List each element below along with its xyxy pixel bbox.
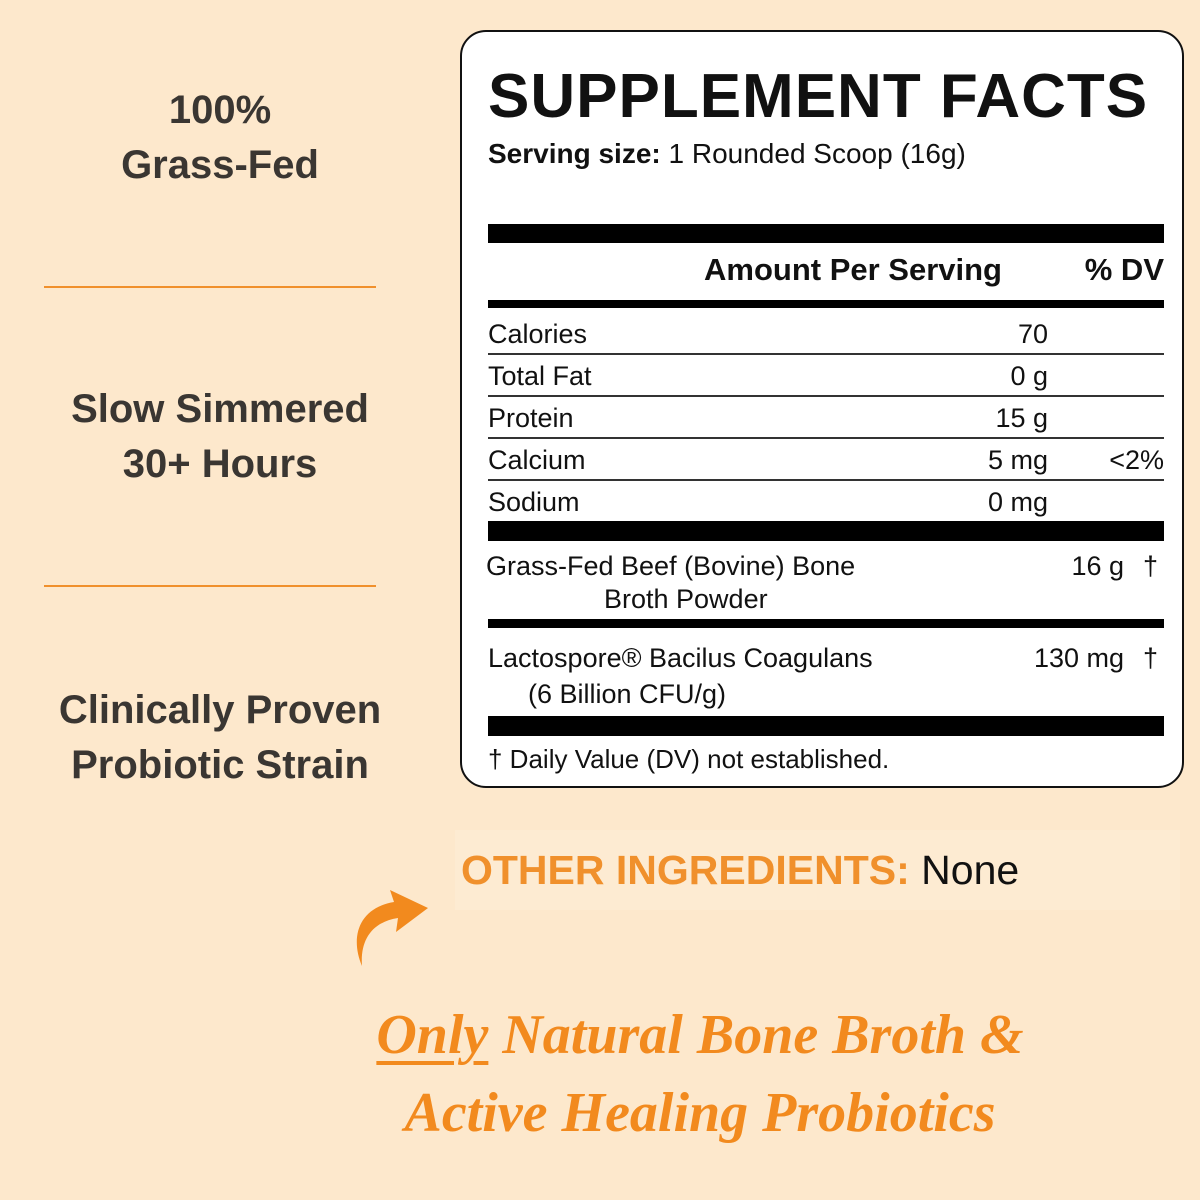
serving-size: Serving size: 1 Rounded Scoop (16g) (488, 138, 966, 170)
nutrient-row: Calories 70 (488, 313, 1164, 355)
thick-rule (488, 224, 1164, 243)
ingredient-name: Lactospore® Bacilus Coagulans (488, 643, 873, 673)
nutrient-dv: <2% (1109, 445, 1164, 475)
ingredient-name-block: Grass-Fed Beef (Bovine) Bone Broth Powde… (486, 550, 936, 616)
supplement-facts-label: SUPPLEMENT FACTS Serving size: 1 Rounded… (460, 30, 1184, 788)
feature-line: Slow Simmered (71, 387, 369, 431)
footnote: † Daily Value (DV) not established. (488, 744, 890, 774)
ingredient-amount: 130 mg (1033, 643, 1124, 673)
feature-line: Probiotic Strain (71, 743, 369, 787)
nutrient-row: Protein 15 g (488, 397, 1164, 439)
other-ingredients-label: OTHER INGREDIENTS: (461, 847, 910, 893)
thick-rule (488, 716, 1164, 736)
ingredient-row: Lactospore® Bacilus Coagulans (6 Billion… (488, 642, 1164, 711)
other-ingredients: OTHER INGREDIENTS: None (455, 830, 1180, 910)
curved-arrow-icon (356, 890, 428, 966)
divider (44, 286, 376, 288)
thick-rule (488, 521, 1164, 541)
nutrient-name: Protein (488, 403, 574, 433)
nutrient-name: Calories (488, 319, 588, 349)
nutrient-amount: 0 mg (987, 487, 1048, 517)
rule (488, 619, 1164, 628)
header-dv: % DV (1084, 252, 1164, 287)
ingredient-dv: † (1142, 643, 1158, 673)
nutrient-amount: 5 mg (987, 445, 1048, 475)
feature-probiotic: Clinically Proven Probiotic Strain (10, 683, 430, 793)
ingredient-dv: † (1142, 551, 1158, 581)
serving-label: Serving size: (488, 138, 661, 169)
feature-grass-fed: 100% Grass-Fed (10, 83, 430, 193)
nutrient-row: Sodium 0 mg (488, 481, 1164, 523)
feature-line: Clinically Proven (58, 688, 382, 732)
tagline-text: Natural Bone Broth & (488, 1004, 1024, 1066)
ingredient-name-cont: Broth Powder (604, 584, 768, 614)
divider (44, 585, 376, 587)
nutrient-row: Total Fat 0 g (488, 355, 1164, 397)
nutrient-amount: 0 g (1010, 361, 1048, 391)
ingredient-name: Grass-Fed Beef (Bovine) Bone (486, 551, 856, 581)
ingredient-name-block: Lactospore® Bacilus Coagulans (6 Billion… (488, 642, 938, 711)
header-amount: Amount Per Serving (704, 252, 1002, 287)
feature-slow-simmered: Slow Simmered 30+ Hours (10, 382, 430, 492)
other-ingredients-value: None (921, 847, 1020, 893)
ingredient-name-cont: (6 Billion CFU/g) (528, 679, 727, 709)
tagline-line-2: Active Healing Probiotics (404, 1082, 996, 1144)
tagline-emphasis: Only (376, 1004, 489, 1066)
rule (488, 300, 1164, 308)
nutrient-name: Total Fat (488, 361, 592, 391)
feature-line: Grass-Fed (121, 143, 319, 187)
serving-value: 1 Rounded Scoop (16g) (668, 138, 966, 169)
nutrient-amount: 15 g (995, 403, 1048, 433)
feature-line: 30+ Hours (122, 442, 318, 486)
tagline-line-1: Only Natural Bone Broth & (200, 1000, 1200, 1070)
nutrient-amount: 70 (1017, 319, 1048, 349)
label-title: SUPPLEMENT FACTS (488, 62, 1149, 131)
feature-line: 100% (168, 88, 272, 132)
nutrient-row: Calcium 5 mg <2% (488, 439, 1164, 481)
nutrient-name: Sodium (488, 487, 580, 517)
nutrient-name: Calcium (488, 445, 586, 475)
ingredient-row: Grass-Fed Beef (Bovine) Bone Broth Powde… (486, 550, 1164, 616)
ingredient-amount: 16 g (1071, 551, 1124, 581)
